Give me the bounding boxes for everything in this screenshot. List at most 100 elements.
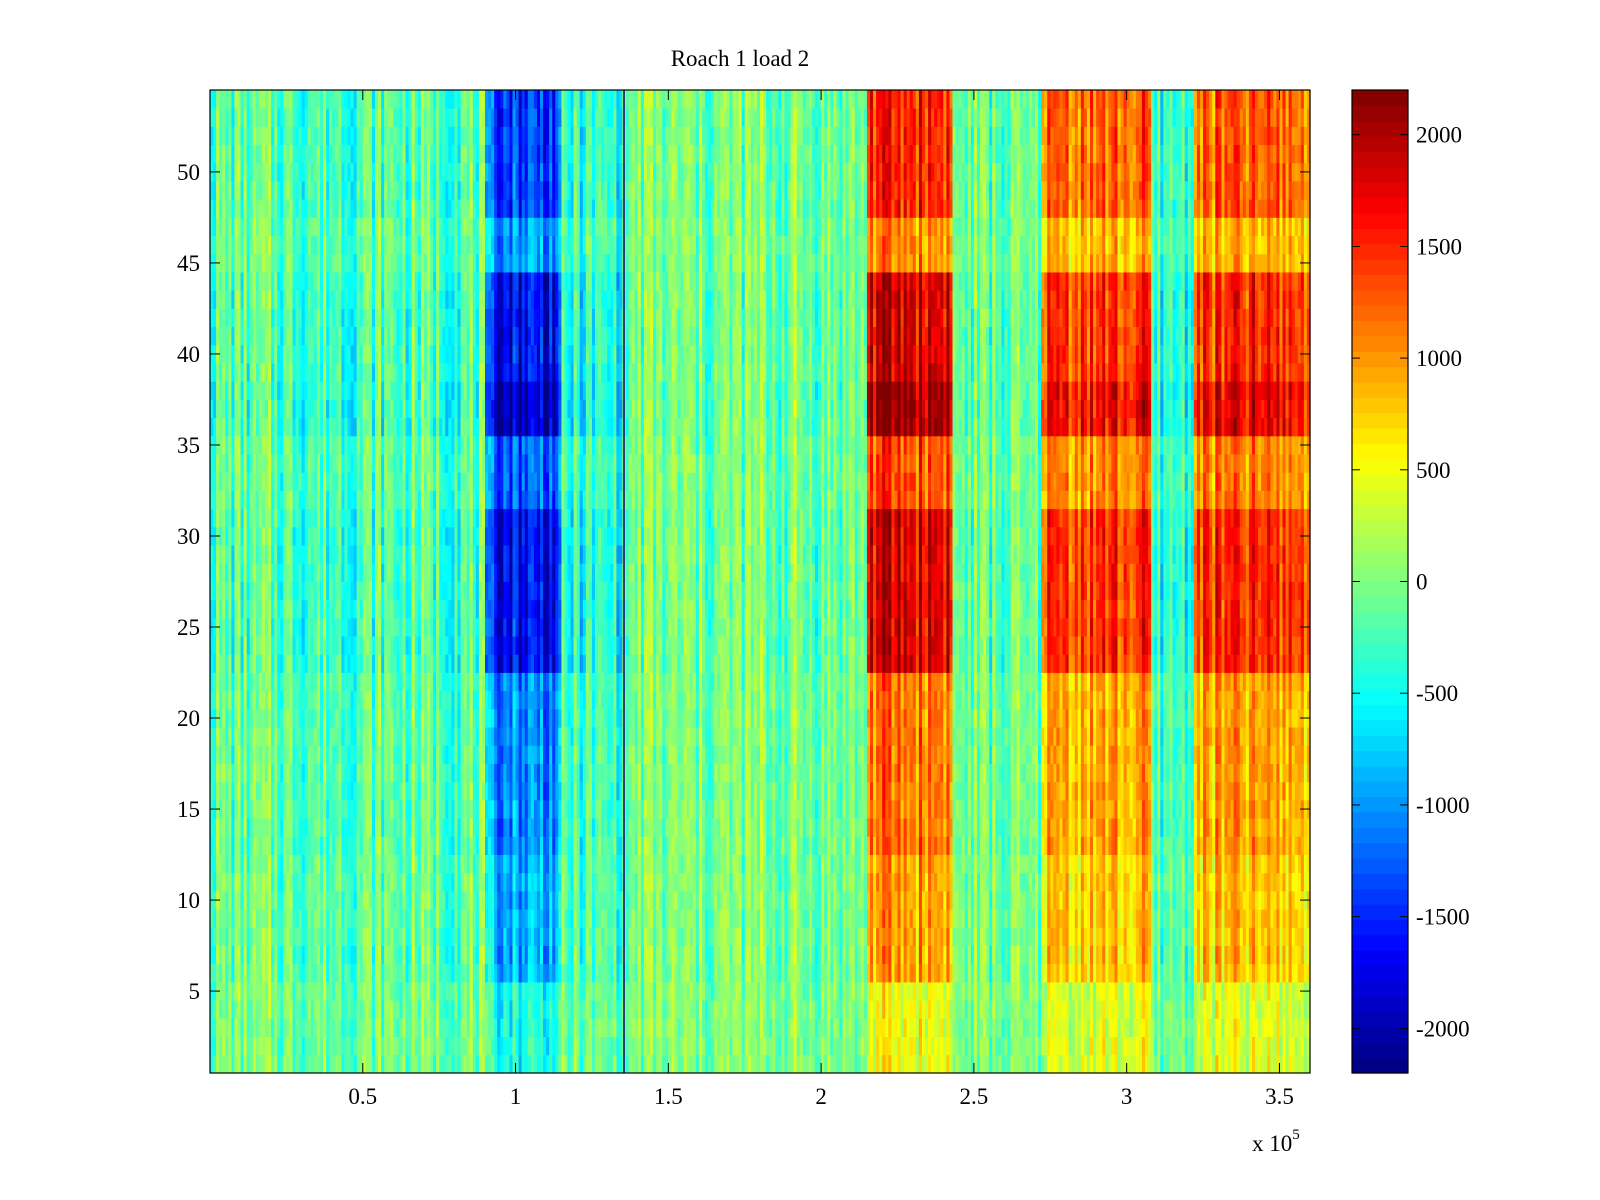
heatmap-cell: [701, 981, 706, 1001]
heatmap-cell: [732, 945, 737, 965]
heatmap-cell: [536, 963, 541, 983]
heatmap-cell: [524, 1036, 529, 1056]
heatmap-cell: [341, 1036, 346, 1056]
heatmap-cell: [1160, 1036, 1164, 1056]
heatmap-cell: [579, 1036, 584, 1056]
heatmap-cell: [515, 927, 520, 946]
heatmap-cell: [243, 1054, 248, 1074]
heatmap-cell: [216, 963, 220, 983]
heatmap-cell: [301, 1000, 306, 1019]
heatmap-cell: [659, 1018, 663, 1037]
heatmap-cell: [634, 963, 639, 983]
heatmap-cell: [488, 963, 492, 983]
heatmap-cell: [362, 981, 367, 1001]
heatmap-cell: [796, 1054, 801, 1074]
heatmap-cell: [469, 927, 474, 946]
heatmap-cell: [485, 1000, 489, 1019]
heatmap-cell: [1151, 963, 1155, 983]
heatmap-cell: [500, 1054, 504, 1074]
heatmap-cell: [778, 927, 782, 946]
heatmap-cell: [304, 981, 309, 1001]
heatmap-cell: [619, 1000, 624, 1019]
heatmap-cell: [637, 1000, 642, 1019]
heatmap-cell: [625, 945, 630, 965]
heatmap-cell: [686, 963, 691, 983]
heatmap-cell: [497, 963, 501, 983]
heatmap-cell: [784, 963, 789, 983]
heatmap-cell: [1190, 1036, 1195, 1056]
heatmap-cell: [848, 927, 853, 946]
heatmap-cell: [255, 1054, 260, 1074]
heatmap-cell: [1163, 981, 1167, 1001]
heatmap-cell: [851, 1018, 856, 1037]
heatmap-cell: [1102, 945, 1106, 965]
heatmap-cell: [344, 963, 349, 983]
heatmap-cell: [1038, 1000, 1042, 1019]
heatmap-cell: [1108, 927, 1112, 946]
heatmap-cell: [1102, 1036, 1106, 1056]
heatmap-cell: [717, 1054, 721, 1074]
heatmap-cell: [616, 981, 621, 1001]
heatmap-cell: [292, 909, 297, 928]
heatmap-cell: [332, 963, 336, 983]
heatmap-cell: [307, 927, 312, 946]
heatmap-cell: [271, 963, 275, 983]
heatmap-cell: [420, 1018, 425, 1037]
heatmap-cell: [802, 1036, 807, 1056]
heatmap-cell: [1086, 1054, 1091, 1074]
heatmap-cell: [952, 927, 957, 946]
heatmap-cell: [243, 1036, 248, 1056]
heatmap-cell: [995, 1054, 999, 1074]
heatmap-cell: [643, 1036, 648, 1056]
heatmap-cell: [1273, 1018, 1277, 1037]
heatmap-cell: [1276, 1054, 1281, 1074]
heatmap-cell: [888, 927, 892, 946]
heatmap-cell: [976, 1036, 981, 1056]
heatmap-cell: [433, 945, 437, 965]
heatmap-cell: [1111, 1018, 1116, 1037]
heatmap-cell: [763, 927, 767, 946]
heatmap-cell: [1273, 1054, 1277, 1074]
heatmap-cell: [274, 1054, 278, 1074]
heatmap-cell: [750, 927, 755, 946]
heatmap-cell: [1001, 1018, 1006, 1037]
heatmap-cell: [738, 1000, 743, 1019]
heatmap-cell: [567, 1036, 572, 1056]
heatmap-cell: [588, 945, 593, 965]
heatmap-cell: [365, 1018, 370, 1037]
heatmap-cell: [986, 1018, 990, 1037]
heatmap-cell: [882, 1054, 886, 1074]
heatmap-cell: [918, 1018, 923, 1037]
heatmap-cell: [457, 927, 462, 946]
heatmap-cell: [533, 1036, 538, 1056]
heatmap-cell: [613, 1000, 617, 1019]
heatmap-cell: [616, 945, 621, 965]
heatmap-cell: [662, 1054, 666, 1074]
heatmap-cell: [637, 1018, 642, 1037]
heatmap-cell: [518, 1018, 523, 1037]
heatmap-cell: [1224, 963, 1229, 983]
heatmap-cell: [1010, 945, 1015, 965]
heatmap-cell: [876, 963, 880, 983]
heatmap-cell: [1264, 1018, 1268, 1037]
heatmap-cell: [769, 1000, 773, 1019]
heatmap-cell: [1184, 1018, 1189, 1037]
heatmap-cell: [313, 1054, 318, 1074]
heatmap-cell: [925, 1018, 929, 1037]
heatmap-cell: [763, 1000, 767, 1019]
heatmap-cell: [1163, 963, 1167, 983]
heatmap-cell: [573, 963, 578, 983]
heatmap-cell: [983, 1018, 987, 1037]
heatmap-cell: [1169, 927, 1174, 946]
heatmap-cell: [1239, 963, 1244, 983]
heatmap-cell: [912, 981, 917, 1001]
heatmap-cell: [393, 1018, 397, 1037]
heatmap-cell: [992, 1018, 996, 1037]
heatmap-cell: [417, 963, 422, 983]
heatmap-cell: [937, 981, 941, 1001]
heatmap-cell: [747, 1000, 752, 1019]
heatmap-cell: [335, 1036, 339, 1056]
heatmap-cell: [665, 1036, 669, 1056]
heatmap-cell: [1096, 1054, 1100, 1074]
heatmap-cell: [298, 927, 303, 946]
